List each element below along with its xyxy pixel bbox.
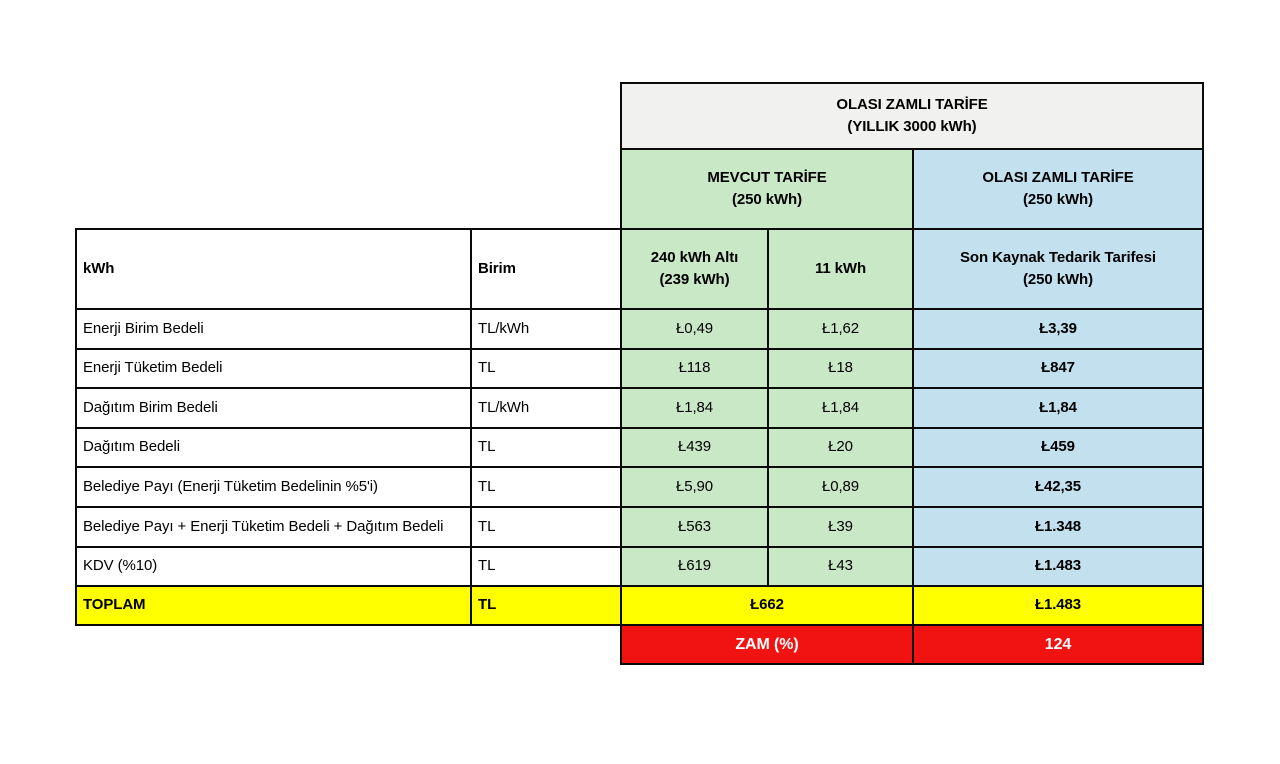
group-header-olasi: OLASI ZAMLI TARİFE (250 kWh) xyxy=(912,148,1204,230)
column-header-240kwh: 240 kWh Altı (239 kWh) xyxy=(620,228,769,310)
value-cell-son-kaynak: Ł1,84 xyxy=(912,387,1204,429)
table-row: Dağıtım Birim Bedeli TL/kWh Ł1,84 Ł1,84 … xyxy=(75,387,1204,429)
value-cell-240kwh: Ł439 xyxy=(620,426,769,469)
column-header-240kwh-line2: (239 kWh) xyxy=(659,271,730,288)
tariff-main-table: kWh Birim 240 kWh Altı (239 kWh) 11 kWh … xyxy=(75,228,1204,666)
row-unit: TL xyxy=(470,505,622,548)
column-header-11kwh: 11 kWh xyxy=(767,228,914,310)
row-label: Belediye Payı (Enerji Tüketim Bedelinin … xyxy=(75,466,472,508)
table-row: Belediye Payı + Enerji Tüketim Bedeli + … xyxy=(75,505,1204,548)
row-label: Belediye Payı + Enerji Tüketim Bedeli + … xyxy=(75,505,472,548)
column-header-kwh: kWh xyxy=(75,228,472,310)
row-label: Dağıtım Bedeli xyxy=(75,426,472,469)
value-cell-son-kaynak: Ł1.483 xyxy=(912,545,1204,588)
row-unit: TL xyxy=(470,466,622,508)
group-header-olasi-line2: (250 kWh) xyxy=(1023,191,1093,208)
value-cell-11kwh: Ł1,62 xyxy=(767,308,914,350)
value-cell-11kwh: Ł18 xyxy=(767,347,914,390)
empty-cell xyxy=(76,625,471,664)
table-row: Enerji Tüketim Bedeli TL Ł118 Ł18 Ł847 xyxy=(75,347,1204,390)
value-cell-11kwh: Ł1,84 xyxy=(767,387,914,429)
value-cell-240kwh: Ł619 xyxy=(620,545,769,588)
table-row: Belediye Payı (Enerji Tüketim Bedelinin … xyxy=(75,466,1204,508)
row-unit: TL xyxy=(470,347,622,390)
column-header-birim: Birim xyxy=(470,228,622,310)
empty-cell xyxy=(471,625,621,664)
toplam-mevcut-value: Ł662 xyxy=(620,585,914,627)
value-cell-240kwh: Ł0,49 xyxy=(620,308,769,350)
zam-label: ZAM (%) xyxy=(620,624,914,666)
value-cell-240kwh: Ł5,90 xyxy=(620,466,769,508)
toplam-label: TOPLAM xyxy=(75,585,472,627)
table-row: Dağıtım Bedeli TL Ł439 Ł20 Ł459 xyxy=(75,426,1204,469)
tariff-header-band: OLASI ZAMLI TARİFE (YILLIK 3000 kWh) MEV… xyxy=(620,82,1204,230)
table-title: OLASI ZAMLI TARİFE (YILLIK 3000 kWh) xyxy=(620,82,1204,150)
value-cell-son-kaynak: Ł1.348 xyxy=(912,505,1204,548)
table-title-line1: OLASI ZAMLI TARİFE xyxy=(836,95,988,113)
value-cell-son-kaynak: Ł42,35 xyxy=(912,466,1204,508)
row-unit: TL/kWh xyxy=(470,308,622,350)
value-cell-son-kaynak: Ł3,39 xyxy=(912,308,1204,350)
row-label: Dağıtım Birim Bedeli xyxy=(75,387,472,429)
value-cell-240kwh: Ł1,84 xyxy=(620,387,769,429)
column-header-son-kaynak-line2: (250 kWh) xyxy=(1023,271,1093,288)
row-unit: TL xyxy=(470,426,622,469)
zam-row: ZAM (%) 124 xyxy=(76,624,1204,666)
toplam-unit: TL xyxy=(470,585,622,627)
toplam-olasi-value: Ł1.483 xyxy=(912,585,1204,627)
value-cell-11kwh: Ł43 xyxy=(767,545,914,588)
value-cell-son-kaynak: Ł847 xyxy=(912,347,1204,390)
group-header-mevcut: MEVCUT TARİFE (250 kWh) xyxy=(620,148,914,230)
row-unit: TL/kWh xyxy=(470,387,622,429)
column-header-row: kWh Birim 240 kWh Altı (239 kWh) 11 kWh … xyxy=(75,228,1204,310)
value-cell-11kwh: Ł39 xyxy=(767,505,914,548)
table-row: KDV (%10) TL Ł619 Ł43 Ł1.483 xyxy=(75,545,1204,588)
value-cell-240kwh: Ł563 xyxy=(620,505,769,548)
zam-value: 124 xyxy=(912,624,1204,666)
table-row: Enerji Birim Bedeli TL/kWh Ł0,49 Ł1,62 Ł… xyxy=(75,308,1204,350)
row-unit: TL xyxy=(470,545,622,588)
column-header-son-kaynak: Son Kaynak Tedarik Tarifesi (250 kWh) xyxy=(912,228,1204,310)
row-label: KDV (%10) xyxy=(75,545,472,588)
toplam-row: TOPLAM TL Ł662 Ł1.483 xyxy=(75,585,1204,627)
column-header-240kwh-line1: 240 kWh Altı xyxy=(650,248,739,266)
table-title-line2: (YILLIK 3000 kWh) xyxy=(847,118,977,135)
value-cell-240kwh: Ł118 xyxy=(620,347,769,390)
group-header-mevcut-line1: MEVCUT TARİFE xyxy=(707,168,827,186)
row-label: Enerji Tüketim Bedeli xyxy=(75,347,472,390)
value-cell-11kwh: Ł0,89 xyxy=(767,466,914,508)
group-header-mevcut-line2: (250 kWh) xyxy=(732,191,802,208)
value-cell-son-kaynak: Ł459 xyxy=(912,426,1204,469)
group-header-olasi-line1: OLASI ZAMLI TARİFE xyxy=(982,168,1134,186)
column-header-son-kaynak-line1: Son Kaynak Tedarik Tarifesi xyxy=(960,248,1156,266)
value-cell-11kwh: Ł20 xyxy=(767,426,914,469)
row-label: Enerji Birim Bedeli xyxy=(75,308,472,350)
